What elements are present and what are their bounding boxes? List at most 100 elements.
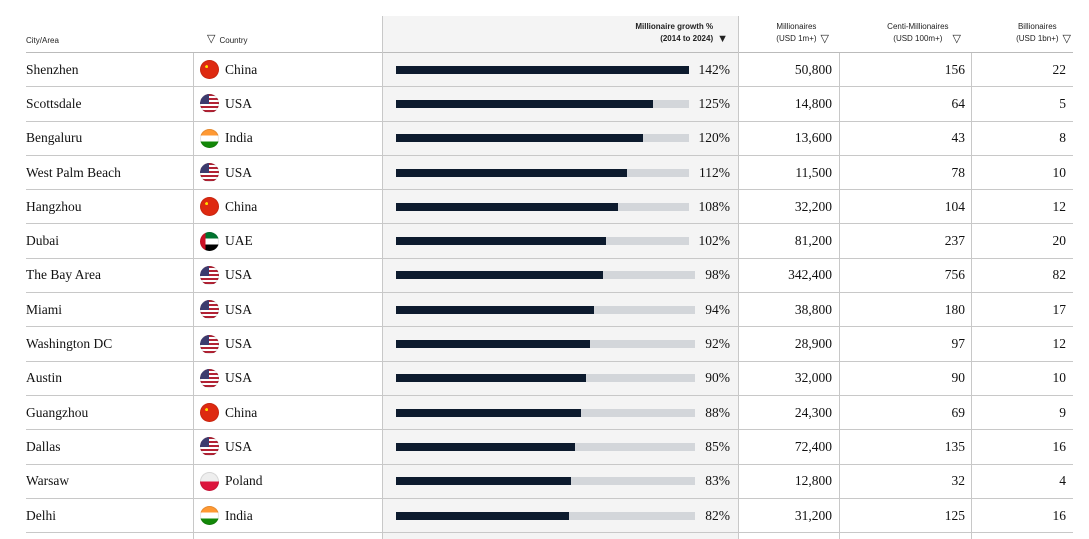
centi-millionaires: 125	[944, 507, 965, 523]
billionaires: 5	[1059, 95, 1066, 111]
centi-millionaires: 237	[944, 233, 965, 249]
flag-icon	[200, 60, 219, 80]
growth-cell: 85%	[396, 430, 730, 463]
header-text: (USD 1m+)	[776, 34, 817, 43]
header-growth[interactable]: Millionaire growth % (2014 to 2024) ▼	[635, 22, 728, 45]
bar-track	[396, 477, 696, 486]
table-body: Shenzhen China 142% 50,800 156 22 Scottsdale US…	[26, 53, 1073, 534]
city: The Bay Area	[26, 267, 101, 283]
table-row: Miami USA 94% 38,800 180 17	[26, 293, 1073, 328]
city: Hangzhou	[26, 198, 82, 214]
growth-cell: 120%	[396, 122, 730, 155]
country-cell: China	[193, 53, 382, 86]
millionaires: 12,800	[794, 473, 832, 489]
billionaires: 16	[1052, 438, 1067, 454]
growth-label: 142%	[698, 61, 731, 77]
table-row: Scottsdale USA 125% 14,800 64 5	[26, 87, 1073, 122]
header-millionaires[interactable]: Millionaires (USD 1m+) ▽	[776, 22, 829, 45]
bar	[396, 511, 569, 520]
country: USA	[225, 336, 253, 352]
billionaires: 10	[1052, 164, 1067, 180]
bar-track	[396, 99, 689, 108]
column-divider	[382, 16, 383, 539]
growth-label: 82%	[705, 507, 730, 523]
header-text: Millionaires	[776, 22, 817, 31]
billionaires: 17	[1052, 301, 1067, 317]
country: Poland	[225, 473, 263, 489]
millionaires: 32,000	[794, 370, 832, 386]
centi-millionaires: 69	[951, 404, 966, 420]
table-row: Shenzhen China 142% 50,800 156 22	[26, 53, 1073, 88]
centi-millionaires: 43	[951, 130, 966, 146]
header-text: (2014 to 2024)	[660, 34, 714, 43]
country: USA	[225, 438, 253, 454]
centi-millionaires: 756	[944, 267, 965, 283]
header-text: Millionaire growth %	[635, 22, 714, 31]
growth-label: 112%	[699, 164, 730, 180]
millionaires: 13,600	[794, 130, 832, 146]
millionaires: 72,400	[794, 438, 832, 454]
centi-millionaires: 78	[951, 164, 966, 180]
bar	[396, 477, 571, 486]
country-cell: USA	[193, 293, 382, 326]
column-divider	[738, 16, 739, 539]
bar-track	[396, 65, 689, 74]
header-text: Country	[219, 36, 248, 45]
growth-cell: 92%	[396, 327, 730, 360]
table-row: Washington DC USA 92% 28,900 97 12	[26, 327, 1073, 362]
growth-label: 83%	[705, 473, 730, 489]
growth-cell: 98%	[396, 259, 730, 292]
column-divider	[971, 53, 972, 539]
millionaires: 342,400	[788, 267, 832, 283]
bar-track	[396, 168, 689, 177]
centi-millionaires: 156	[944, 61, 965, 77]
country-cell: China	[193, 396, 382, 429]
country-cell: UAE	[193, 224, 382, 257]
flag-icon	[200, 197, 219, 217]
growth-label: 94%	[705, 301, 730, 317]
growth-cell: 112%	[396, 156, 730, 189]
flag-canton	[200, 94, 209, 105]
bar-track	[396, 511, 696, 520]
country-cell: USA	[193, 156, 382, 189]
flag-canton	[200, 265, 209, 276]
billionaires: 4	[1059, 473, 1066, 489]
bar	[396, 202, 619, 211]
city: Scottsdale	[26, 95, 82, 111]
country-cell: USA	[193, 87, 382, 120]
header-centi[interactable]: Centi-Millionaires (USD 100m+) ▽	[887, 22, 961, 45]
city: Delhi	[26, 507, 56, 523]
table-row: Dallas USA 85% 72,400 135 16	[26, 430, 1073, 465]
flag-canton	[200, 300, 209, 311]
bar	[396, 305, 595, 314]
city: Warsaw	[26, 473, 70, 489]
growth-cell: 82%	[396, 499, 730, 532]
billionaires: 22	[1052, 61, 1067, 77]
flag-icon	[200, 437, 219, 457]
flag-canton	[200, 437, 209, 448]
flag-icon	[200, 506, 219, 525]
table-row: West Palm Beach USA 112% 11,500 78 10	[26, 156, 1073, 191]
country: UAE	[225, 233, 253, 249]
header-city: City/Area	[26, 16, 59, 52]
millionaires: 14,800	[794, 95, 832, 111]
billionaires: 9	[1059, 404, 1066, 420]
bar	[396, 168, 628, 177]
header-text: Billionaires	[1017, 22, 1057, 31]
header-billionaires[interactable]: Billionaires (USD 1bn+) ▽	[1016, 22, 1071, 45]
table-row: Bengaluru India 120% 13,600 43 8	[26, 122, 1073, 156]
bar	[396, 134, 644, 143]
city: Dubai	[26, 233, 59, 249]
column-divider	[193, 53, 194, 539]
bar	[396, 271, 603, 280]
growth-cell: 88%	[396, 396, 730, 429]
growth-label: 90%	[705, 370, 730, 386]
header-country[interactable]: ▽ Country	[207, 33, 248, 45]
header: City/Area ▽ Country Millionaire growth % (…	[26, 16, 1073, 53]
millionaires: 11,500	[795, 164, 832, 180]
centi-millionaires: 180	[944, 301, 965, 317]
table-row: Dubai UAE 102% 81,200 237 20	[26, 224, 1073, 259]
country-cell: Poland	[193, 465, 382, 498]
flag-icon	[200, 128, 219, 148]
country: USA	[225, 95, 253, 111]
